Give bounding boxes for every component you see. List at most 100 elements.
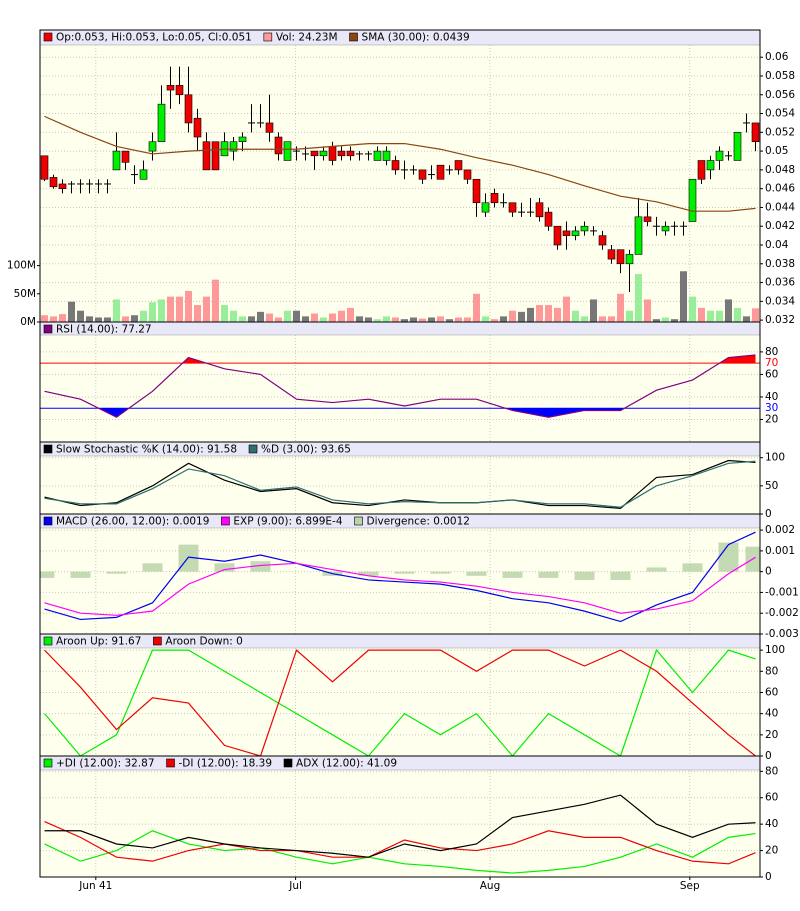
volume-bar	[671, 319, 678, 322]
legend-label: Aroon Up: 91.67	[56, 636, 141, 648]
candle-body	[544, 211, 553, 227]
candle-body	[229, 141, 238, 152]
legend-label: Divergence: 0.0012	[367, 516, 470, 528]
volume-bar	[77, 310, 84, 322]
divergence-bar	[718, 542, 739, 572]
y-tick-label: 0	[765, 566, 772, 578]
y-tick-label: -0.001	[765, 586, 799, 598]
candle-body	[193, 117, 202, 138]
candle-body	[481, 202, 490, 213]
y-tick-label: 0.036	[765, 277, 795, 289]
plot-background	[40, 528, 760, 634]
volume-bar	[185, 290, 192, 322]
divergence-bar	[610, 571, 631, 580]
candle-body	[715, 150, 724, 161]
plot-background	[40, 45, 760, 322]
series-line	[44, 820, 756, 865]
volume-bar	[149, 302, 156, 322]
volume-bar	[689, 296, 696, 322]
candle-body	[274, 136, 283, 155]
legend-label: Vol: 24.23M	[276, 32, 338, 44]
volume-bar	[617, 293, 624, 322]
legend-swatch	[166, 758, 175, 768]
volume-bar	[140, 310, 147, 322]
volume-bar	[374, 319, 381, 322]
divergence-bar	[574, 571, 595, 580]
plot-area	[44, 794, 756, 874]
volume-bar	[131, 315, 138, 322]
plot-area	[40, 531, 760, 623]
volume-bar	[212, 279, 219, 322]
legend-swatch	[349, 32, 358, 42]
volume-bar	[410, 317, 417, 322]
y-tick-label: 40	[765, 818, 778, 830]
candle-body	[706, 160, 715, 171]
series-line	[44, 649, 756, 756]
candle-body	[265, 122, 274, 133]
volume-bar	[635, 274, 642, 322]
volume-bar	[482, 316, 489, 322]
legend-bar	[40, 30, 760, 45]
volume-bar	[626, 310, 633, 322]
candle-body	[328, 146, 337, 161]
candle-body	[418, 169, 427, 180]
volume-bar	[725, 299, 732, 322]
volume-bar	[365, 317, 372, 322]
volume-bar	[500, 316, 507, 322]
plot-area	[44, 648, 756, 756]
legend-label: Aroon Down: 0	[165, 636, 242, 648]
volume-bar	[536, 305, 543, 322]
y-tick-label: 0.054	[765, 108, 795, 120]
volume-bar	[752, 308, 759, 322]
y-tick-label: 0.052	[765, 126, 795, 138]
candle-body	[310, 150, 319, 157]
volume-bar	[527, 307, 534, 322]
volume-bar	[653, 319, 660, 322]
candle-body	[283, 141, 292, 161]
candle-body	[733, 132, 742, 161]
legend-label: SMA (30.00): 0.0439	[362, 32, 470, 44]
divergence-bar	[142, 563, 163, 572]
legend-label: +DI (12.00): 32.87	[56, 758, 155, 770]
level-fill	[44, 408, 756, 418]
plot-area	[40, 66, 760, 322]
legend-label: Slow Stochastic %K (14.00): 91.58	[56, 444, 237, 456]
candle-body	[319, 150, 328, 157]
legend-bar	[40, 514, 760, 528]
divergence-bar	[682, 563, 703, 572]
divergence-bar	[178, 544, 199, 572]
candle-body	[634, 216, 643, 255]
legend-swatch	[354, 516, 363, 526]
volume-bar	[743, 316, 750, 322]
volume-bar	[545, 305, 552, 322]
legend-label: EXP (9.00): 6.899E-4	[233, 516, 342, 528]
y-tick-label: 0.04	[765, 239, 789, 251]
x-tick-label: Aug	[480, 880, 501, 892]
volume-bar	[284, 310, 291, 322]
volume-bar	[608, 316, 615, 322]
candle-body	[463, 169, 472, 180]
volume-bar	[734, 307, 741, 322]
volume-bar	[122, 316, 129, 322]
volume-bar	[41, 315, 48, 322]
legend-bar	[40, 756, 760, 770]
divergence-bar	[646, 567, 667, 572]
legend-label: MACD (26.00, 12.00): 0.0019	[56, 516, 209, 528]
volume-bar	[491, 319, 498, 322]
y-tick-label: 0.058	[765, 70, 795, 82]
divergence-bar	[538, 571, 559, 578]
volume-bar	[473, 293, 480, 322]
x-tick-label: Jul	[288, 880, 302, 892]
volume-bar	[275, 317, 282, 322]
legend-bar	[40, 322, 760, 335]
volume-tick-label: 0M	[20, 316, 36, 328]
divergence-bar	[466, 571, 487, 576]
candle-body	[211, 141, 220, 171]
volume-bar	[329, 313, 336, 322]
candle-body	[157, 103, 166, 143]
y-tick-label: 0.001	[765, 545, 795, 557]
volume-bar	[320, 317, 327, 322]
divergence-bar	[40, 571, 55, 578]
volume-bar	[194, 305, 201, 322]
